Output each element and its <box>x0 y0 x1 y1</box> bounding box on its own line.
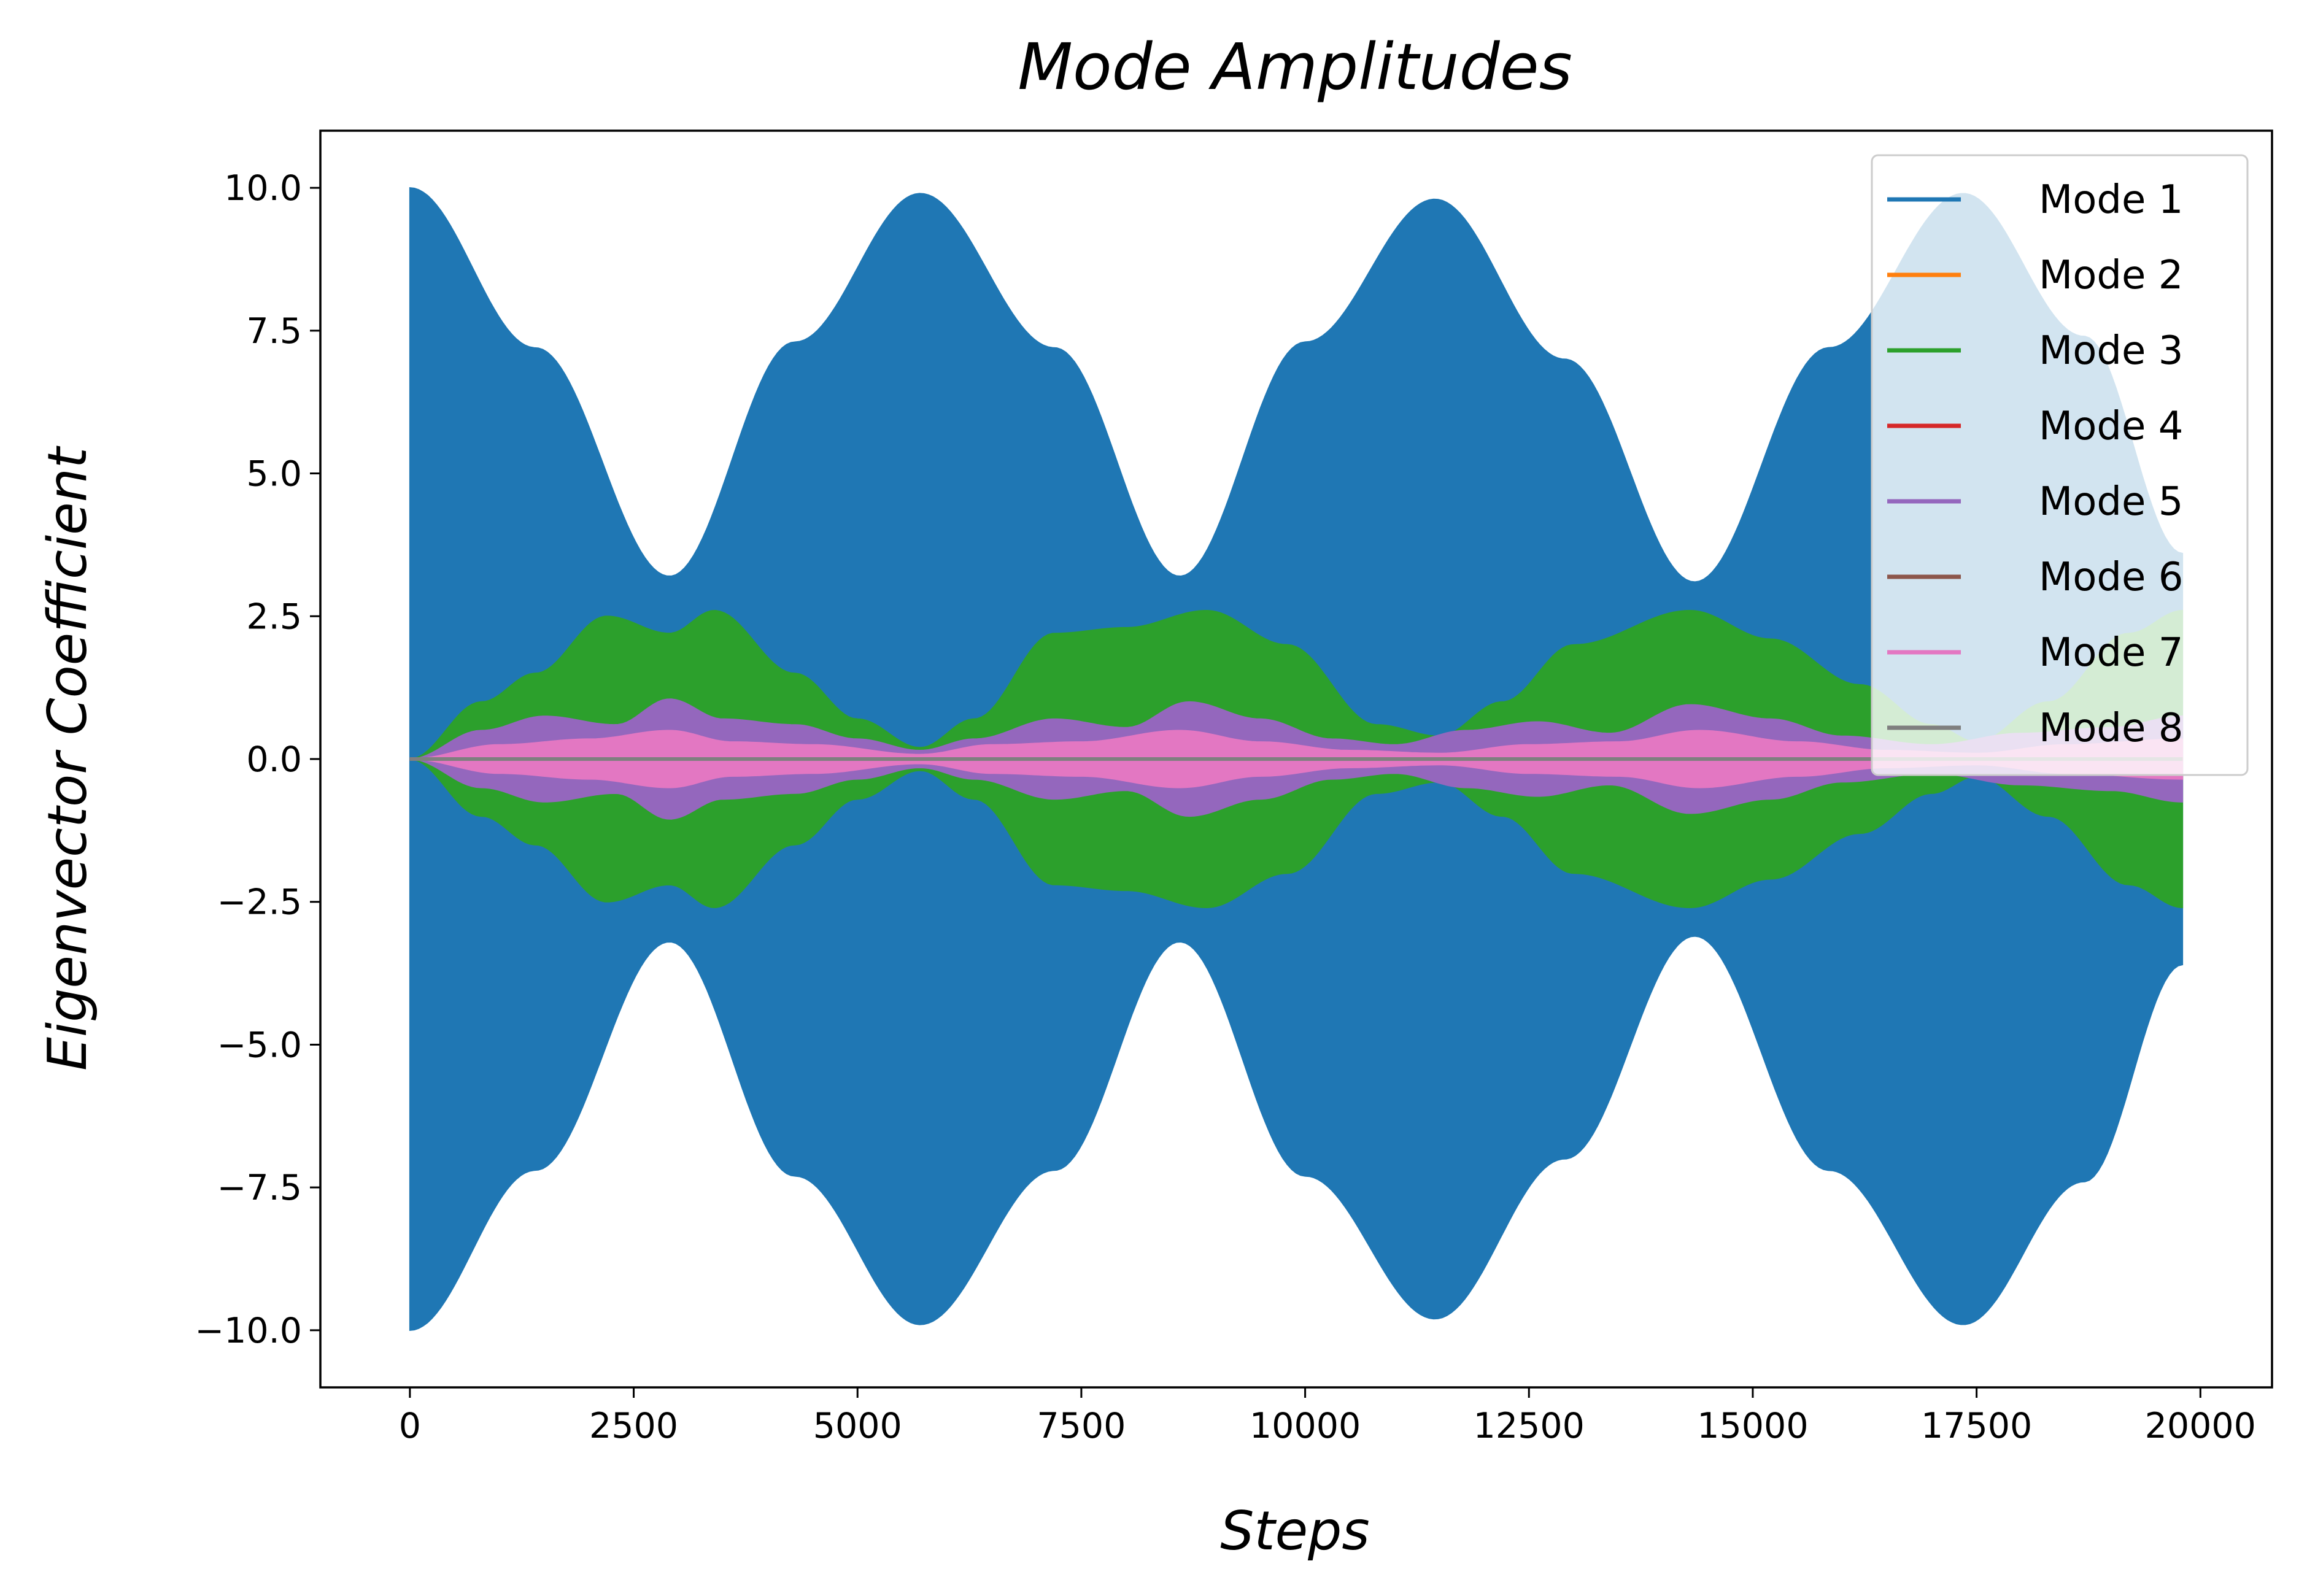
legend-label: Mode 2 <box>2039 253 2183 298</box>
x-tick-label: 20000 <box>2145 1406 2256 1446</box>
y-tick-label: 7.5 <box>246 311 302 352</box>
legend-item-mode-1: Mode 1 <box>1887 177 2183 223</box>
legend-item-mode-7: Mode 7 <box>1887 630 2183 676</box>
legend-item-mode-6: Mode 6 <box>1887 555 2183 600</box>
x-axis-title: Steps <box>1220 1500 1369 1562</box>
legend-label: Mode 3 <box>2039 328 2183 374</box>
legend-label: Mode 1 <box>2039 177 2183 223</box>
y-axis: 10.0 7.5 5.0 2.5 0.0 −2.5 −5.0 −7.5 −10.0 <box>195 168 320 1351</box>
x-tick-label: 17500 <box>1921 1406 2032 1446</box>
legend-label: Mode 4 <box>2039 404 2183 449</box>
y-axis-title: Eigenvector Coefficient <box>36 445 99 1071</box>
y-tick-label: −10.0 <box>195 1311 302 1351</box>
x-tick-label: 0 <box>399 1406 421 1446</box>
y-tick-label: 2.5 <box>246 596 302 637</box>
legend-item-mode-2: Mode 2 <box>1887 253 2183 298</box>
legend: Mode 1 Mode 2 Mode 3 Mode 4 Mode 5 Mode 6 Mode… <box>1871 154 2249 776</box>
x-tick-label: 15000 <box>1697 1406 1808 1446</box>
x-tick-label: 12500 <box>1474 1406 1585 1446</box>
x-axis: 0 2500 5000 7500 10000 12500 15000 17500 20000 <box>399 1387 2256 1446</box>
x-tick-label: 5000 <box>813 1406 902 1446</box>
y-tick-label: −2.5 <box>217 882 302 923</box>
legend-item-mode-4: Mode 4 <box>1887 404 2183 449</box>
chart-title: Mode Amplitudes <box>1018 29 1572 104</box>
legend-label: Mode 8 <box>2039 706 2183 751</box>
y-tick-label: 10.0 <box>224 168 302 209</box>
x-tick-label: 7500 <box>1037 1406 1126 1446</box>
y-tick-label: −5.0 <box>217 1025 302 1065</box>
legend-item-mode-5: Mode 5 <box>1887 479 2183 525</box>
y-tick-label: 0.0 <box>246 739 302 780</box>
x-tick-label: 10000 <box>1250 1406 1361 1446</box>
legend-item-mode-3: Mode 3 <box>1887 328 2183 374</box>
y-tick-label: −7.5 <box>217 1168 302 1208</box>
x-tick-label: 2500 <box>589 1406 678 1446</box>
y-tick-label: 5.0 <box>246 454 302 495</box>
legend-label: Mode 6 <box>2039 555 2183 600</box>
legend-box <box>1871 154 2249 776</box>
legend-label: Mode 5 <box>2039 479 2183 525</box>
legend-item-mode-8: Mode 8 <box>1887 706 2183 751</box>
legend-label: Mode 7 <box>2039 630 2183 676</box>
